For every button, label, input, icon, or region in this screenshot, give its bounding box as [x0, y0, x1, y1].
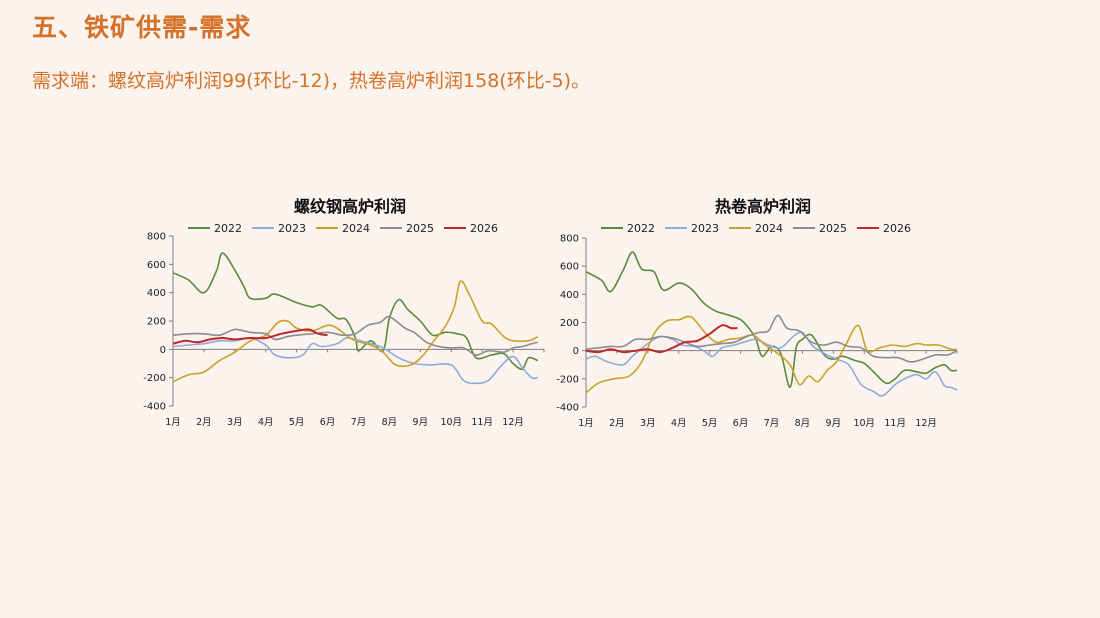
series-line-2025 [172, 315, 538, 356]
series-line-2026 [585, 324, 738, 354]
y-tick-label: 600 [560, 262, 579, 273]
series-line-2022 [172, 252, 539, 371]
legend-label-2025: 2025 [406, 222, 434, 235]
y-tick-label: -200 [143, 373, 166, 384]
y-tick-label: 600 [147, 260, 166, 271]
series-line-2023 [585, 331, 958, 397]
y-tick-label: -400 [556, 403, 579, 414]
series-line-2025 [585, 314, 958, 363]
y-tick-label: 400 [560, 290, 579, 301]
x-tick-label: 8月 [382, 417, 398, 428]
legend-label-2023: 2023 [691, 222, 719, 235]
x-tick-label: 12月 [915, 418, 937, 429]
legend-label-2026: 2026 [470, 222, 498, 235]
x-tick-label: 8月 [795, 418, 811, 429]
x-tick-label: 1月 [578, 418, 594, 429]
x-tick-label: 3月 [640, 418, 656, 429]
legend-label-2024: 2024 [342, 222, 370, 235]
legend-label-2023: 2023 [278, 222, 306, 235]
x-tick-label: 6月 [733, 418, 749, 429]
x-tick-label: 11月 [471, 417, 493, 428]
rebar-chart-svg: 螺纹钢高炉利润 2022 2023 2024 2025 2026 -400 -200 0 200 4… [143, 197, 545, 428]
x-tick-label: 2月 [196, 417, 212, 428]
y-tick-label: 800 [560, 234, 579, 245]
y-tick-label: 400 [147, 288, 166, 299]
x-tick-label: 9月 [413, 417, 429, 428]
x-tick-label: 5月 [702, 418, 718, 429]
chart-title: 热卷高炉利润 [715, 197, 811, 216]
x-tick-label: 6月 [320, 417, 336, 428]
x-tick-label: 7月 [351, 417, 367, 428]
y-tick-label: -200 [556, 374, 579, 385]
rebar-profit-chart: 螺纹钢高炉利润 2022 2023 2024 2025 2026 -400 -200 0 200 4… [140, 190, 560, 444]
x-tick-label: 11月 [884, 418, 906, 429]
x-tick-label: 7月 [764, 418, 780, 429]
x-tick-label: 10月 [853, 418, 875, 429]
x-tick-label: 10月 [440, 417, 462, 428]
x-tick-label: 2月 [609, 418, 625, 429]
x-tick-label: 4月 [258, 417, 274, 428]
legend-label-2022: 2022 [627, 222, 655, 235]
series-line-2026 [172, 328, 328, 345]
chart-title: 螺纹钢高炉利润 [294, 197, 406, 216]
x-tick-label: 12月 [502, 417, 524, 428]
x-tick-label: 1月 [165, 417, 181, 428]
hrc-chart-svg: 热卷高炉利润 2022 2023 2024 2025 2026 -400 -200 0 200 40… [556, 197, 958, 429]
x-tick-label: 3月 [227, 417, 243, 428]
series-line-2023 [172, 336, 538, 385]
hrc-profit-chart: 热卷高炉利润 2022 2023 2024 2025 2026 -400 -200 0 200 40… [553, 190, 973, 444]
legend-label-2026: 2026 [883, 222, 911, 235]
y-tick-label: 0 [573, 346, 579, 357]
series-line-2024 [172, 280, 539, 383]
y-tick-label: 0 [160, 345, 166, 356]
series-line-2022 [585, 251, 958, 389]
slide-subtitle: 需求端：螺纹高炉利润99(环比-12)，热卷高炉利润158(环比-5)。 [32, 70, 591, 92]
legend-label-2025: 2025 [819, 222, 847, 235]
slide-title: 五、铁矿供需-需求 [32, 13, 252, 42]
y-tick-label: 200 [147, 317, 166, 328]
series-line-2024 [585, 315, 958, 394]
y-tick-label: -400 [143, 402, 166, 413]
x-tick-label: 9月 [826, 418, 842, 429]
y-tick-label: 800 [147, 232, 166, 243]
y-tick-label: 200 [560, 318, 579, 329]
legend-label-2022: 2022 [214, 222, 242, 235]
legend-label-2024: 2024 [755, 222, 783, 235]
x-tick-label: 5月 [289, 417, 305, 428]
x-tick-label: 4月 [671, 418, 687, 429]
